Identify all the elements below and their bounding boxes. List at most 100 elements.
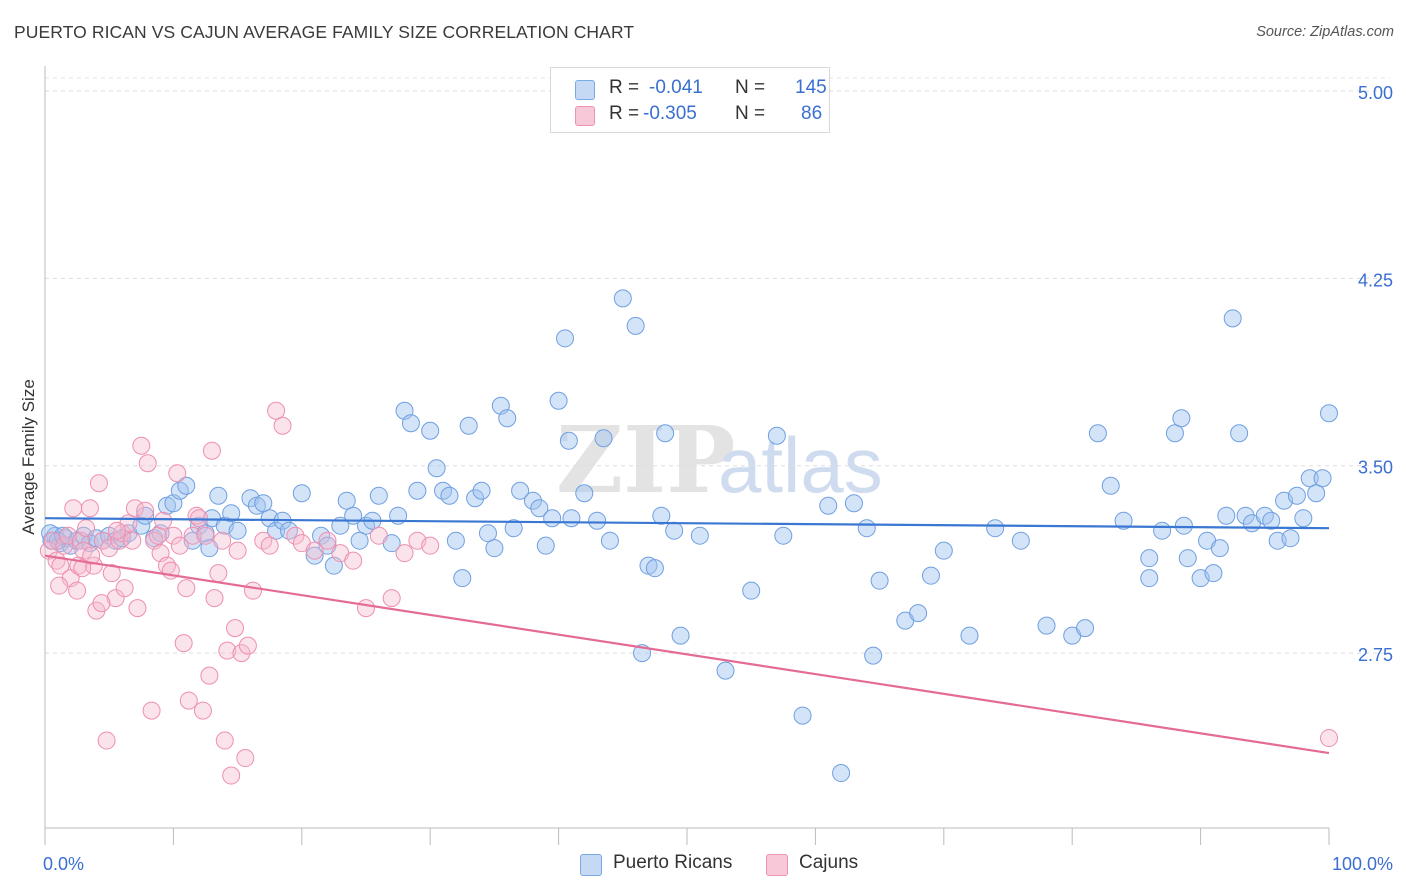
point-puerto-ricans-108 — [921, 566, 940, 585]
point-cajuns-74 — [369, 526, 388, 545]
point-puerto-ricans-99 — [793, 706, 812, 725]
point-puerto-ricans-33 — [228, 521, 247, 540]
point-cajuns-12 — [80, 499, 99, 518]
point-puerto-ricans-130 — [1217, 506, 1236, 525]
point-puerto-ricans-119 — [1140, 569, 1159, 588]
point-puerto-ricans-132 — [1230, 424, 1249, 443]
point-cajuns-78 — [421, 536, 440, 555]
point-cajuns-28 — [132, 436, 151, 455]
point-cajuns-83 — [92, 594, 111, 613]
bottom-legend-swatch-puerto-ricans — [580, 854, 602, 876]
point-puerto-ricans-143 — [1307, 484, 1326, 503]
point-cajuns-76 — [395, 544, 414, 563]
point-cajuns-44 — [183, 526, 202, 545]
point-puerto-ricans-30 — [209, 486, 228, 505]
point-puerto-ricans-52 — [369, 486, 388, 505]
point-puerto-ricans-111 — [986, 519, 1005, 538]
point-puerto-ricans-140 — [1287, 486, 1306, 505]
y-axis-label: Average Family Size — [19, 379, 38, 535]
point-puerto-ricans-142 — [1300, 469, 1319, 488]
point-puerto-ricans-68 — [485, 539, 504, 558]
point-cajuns-61 — [238, 636, 257, 655]
point-puerto-ricans-59 — [427, 459, 446, 478]
point-cajuns-62 — [244, 581, 263, 600]
point-cajuns-70 — [318, 531, 337, 550]
chart-source: Source: ZipAtlas.com — [1256, 24, 1394, 40]
point-puerto-ricans-32 — [222, 504, 241, 523]
point-cajuns-4 — [55, 536, 74, 555]
point-puerto-ricans-122 — [1165, 424, 1184, 443]
point-cajuns-23 — [115, 579, 134, 598]
point-cajuns-43 — [179, 691, 198, 710]
legend-r-value-cajuns: -0.305 — [643, 103, 697, 124]
point-cajuns-50 — [202, 441, 221, 460]
point-puerto-ricans-133 — [1236, 506, 1255, 525]
point-puerto-ricans-49 — [350, 531, 369, 550]
point-cajuns-57 — [226, 619, 245, 638]
point-puerto-ricans-58 — [421, 421, 440, 440]
point-puerto-ricans-102 — [844, 494, 863, 513]
watermark: ZIP atlas — [556, 406, 883, 514]
series-puerto-ricans-points — [41, 289, 1338, 783]
point-cajuns-84 — [107, 521, 126, 540]
point-puerto-ricans-123 — [1172, 409, 1191, 428]
point-puerto-ricans-76 — [543, 509, 562, 528]
legend-swatch-cajuns — [575, 106, 595, 126]
point-cajuns-51 — [205, 589, 224, 608]
series-cajuns-points — [39, 401, 1338, 785]
point-puerto-ricans-71 — [504, 519, 523, 538]
point-cajuns-75 — [382, 589, 401, 608]
point-cajuns-30 — [138, 454, 157, 473]
point-puerto-ricans-112 — [1011, 531, 1030, 550]
point-cajuns-80 — [50, 576, 69, 595]
correlation-legend: R = -0.041 N = 145 R = -0.305 N = 86 — [550, 67, 830, 133]
point-cajuns-40 — [170, 536, 189, 555]
point-cajuns-64 — [260, 536, 279, 555]
point-puerto-ricans-74 — [530, 499, 549, 518]
point-puerto-ricans-47 — [337, 491, 356, 510]
legend-n-label: N = — [735, 77, 766, 98]
point-puerto-ricans-121 — [1153, 521, 1172, 540]
point-puerto-ricans-100 — [819, 496, 838, 515]
y-tick-labels: 2.75 3.50 4.25 5.00 — [1358, 83, 1393, 665]
point-puerto-ricans-36 — [254, 494, 273, 513]
watermark-zip: ZIP — [556, 406, 735, 514]
point-puerto-ricans-144 — [1313, 469, 1332, 488]
trend-line-puerto-ricans — [44, 517, 1330, 530]
point-puerto-ricans-104 — [864, 646, 883, 665]
point-puerto-ricans-97 — [767, 426, 786, 445]
point-cajuns-66 — [273, 416, 292, 435]
point-puerto-ricans-129 — [1210, 539, 1229, 558]
point-puerto-ricans-70 — [498, 409, 517, 428]
point-puerto-ricans-41 — [292, 484, 311, 503]
point-puerto-ricans-75 — [536, 536, 555, 555]
point-cajuns-81 — [73, 559, 92, 578]
point-cajuns-73 — [357, 599, 375, 618]
point-puerto-ricans-24 — [177, 476, 196, 495]
point-cajuns-17 — [97, 731, 116, 750]
point-cajuns-39 — [168, 464, 187, 483]
point-puerto-ricans-81 — [575, 484, 594, 503]
point-puerto-ricans-98 — [774, 526, 793, 545]
point-cajuns-25 — [123, 531, 142, 550]
point-cajuns-18 — [100, 539, 119, 558]
x-tick-labels: 0.0% 100.0% — [43, 854, 1393, 874]
point-puerto-ricans-103 — [857, 519, 876, 538]
point-puerto-ricans-61 — [440, 486, 459, 505]
point-cajuns-22 — [113, 524, 132, 543]
chart-title: PUERTO RICAN VS CAJUN AVERAGE FAMILY SIZ… — [14, 22, 635, 42]
point-puerto-ricans-94 — [690, 526, 709, 545]
point-puerto-ricans-79 — [559, 431, 578, 450]
legend-n-label: N = — [735, 103, 766, 124]
point-puerto-ricans-80 — [562, 509, 581, 528]
point-puerto-ricans-56 — [401, 414, 420, 433]
legend-n-value-puerto-ricans: 145 — [795, 77, 827, 98]
point-cajuns-59 — [232, 644, 251, 663]
point-cajuns-33 — [148, 526, 167, 545]
point-cajuns-31 — [142, 701, 161, 720]
point-puerto-ricans-86 — [626, 316, 645, 335]
point-cajuns-54 — [215, 731, 234, 750]
point-puerto-ricans-113 — [1037, 616, 1056, 635]
point-puerto-ricans-101 — [832, 764, 851, 783]
point-cajuns-49 — [200, 666, 219, 685]
